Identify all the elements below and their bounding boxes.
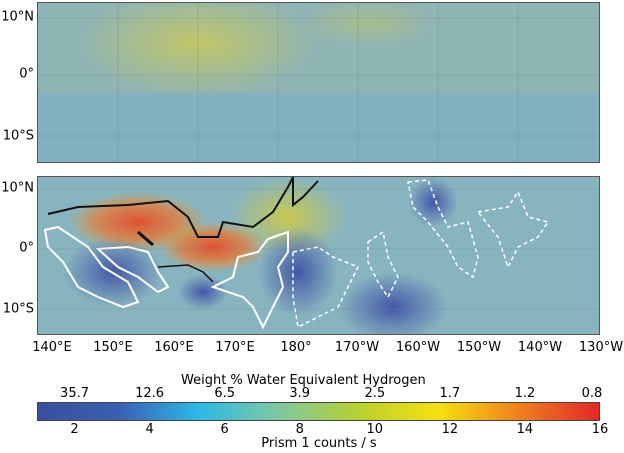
- bottom-map-panel: [37, 176, 600, 335]
- lon-label: 150°W: [456, 340, 502, 355]
- top-map-image: [38, 3, 599, 162]
- lon-label: 140°W: [517, 340, 563, 355]
- bottom-map-image: [38, 177, 599, 334]
- lon-label: 160°E: [154, 340, 194, 355]
- colorbar-count-tick: 14: [516, 422, 534, 437]
- lon-label: 160°W: [395, 340, 441, 355]
- colorbar-count-tick: 8: [295, 422, 304, 437]
- colorbar-weq-tick: 35.7: [60, 386, 90, 401]
- lon-label: 150°E: [93, 340, 133, 355]
- lat-label: 10°N: [1, 180, 34, 196]
- lat-label: 10°S: [2, 301, 34, 317]
- lat-label: 10°N: [1, 9, 34, 25]
- top-map-panel: [37, 2, 600, 163]
- lon-label: 140°E: [32, 340, 72, 355]
- lon-label: 170°E: [215, 340, 255, 355]
- lon-label: 180°: [280, 340, 312, 355]
- colorbar-title-top: Weight % Water Equivalent Hydrogen: [181, 373, 426, 388]
- colorbar-weq-tick: 0.8: [581, 386, 603, 401]
- colorbar-title-bottom: Prism 1 counts / s: [261, 436, 377, 451]
- colorbar-count-tick: 12: [441, 422, 459, 437]
- colorbar-weq-tick: 1.7: [439, 386, 461, 401]
- colorbar-weq-tick: 2.5: [364, 386, 386, 401]
- lat-label: 0°: [19, 240, 34, 256]
- colorbar-count-tick: 4: [145, 422, 154, 437]
- lat-label: 0°: [19, 66, 34, 82]
- colorbar-count-tick: 2: [70, 422, 79, 437]
- colorbar: [37, 402, 600, 421]
- colorbar-weq-tick: 6.5: [214, 386, 235, 401]
- colorbar-weq-tick: 3.9: [289, 386, 311, 401]
- lon-label: 170°W: [334, 340, 380, 355]
- colorbar-count-tick: 16: [591, 422, 609, 437]
- colorbar-weq-tick: 1.2: [514, 386, 536, 401]
- colorbar-count-tick: 6: [220, 422, 229, 437]
- colorbar-count-tick: 10: [366, 422, 384, 437]
- lat-label: 10°S: [2, 128, 34, 144]
- colorbar-weq-tick: 12.6: [135, 386, 165, 401]
- lon-label: 130°W: [578, 340, 624, 355]
